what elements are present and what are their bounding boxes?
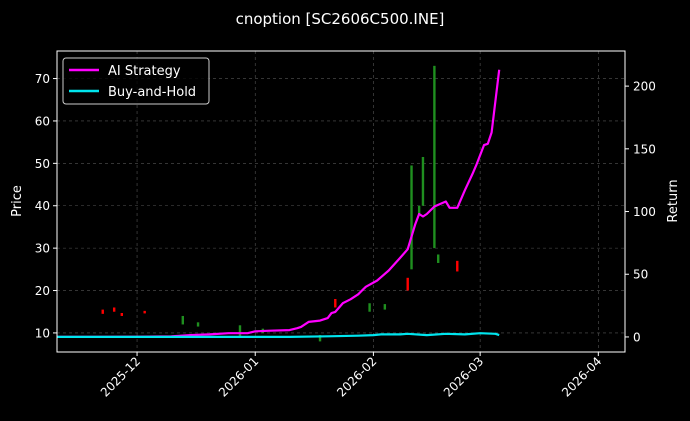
legend-label-buy-and-hold: Buy-and-Hold (108, 85, 196, 100)
candle (383, 304, 387, 310)
legend: AI Strategy Buy-and-Hold (62, 57, 210, 105)
candle (406, 277, 409, 291)
series-lines (57, 69, 501, 338)
chart-title: cnoption [SC2606C500.INE] (236, 10, 445, 28)
line-buy-and-hold (57, 332, 500, 338)
candle (143, 310, 146, 314)
y2-tick-label: 150 (633, 142, 656, 156)
y-tick-label: 30 (35, 242, 50, 256)
legend-label-ai-strategy: AI Strategy (108, 64, 181, 79)
candle (334, 299, 337, 308)
y-tick-label: 60 (35, 114, 50, 128)
y2-tick-label: 50 (633, 268, 648, 282)
y-tick-label: 20 (35, 284, 50, 298)
candle (368, 303, 371, 312)
candle (437, 254, 440, 263)
y-tick-label: 70 (35, 72, 50, 86)
candle (410, 165, 413, 270)
y2-tick-label: 200 (633, 80, 656, 94)
y-tick-label: 40 (35, 199, 50, 213)
candle (120, 312, 124, 316)
y2-axis-label: Return (666, 179, 681, 222)
candle (238, 325, 242, 338)
candle (433, 65, 436, 249)
y-axis-label: Price (10, 185, 25, 217)
plot-frame (56, 50, 626, 353)
candle (421, 156, 425, 206)
candle (196, 322, 200, 327)
line-ai-strategy (57, 69, 501, 338)
y-tick-label: 50 (35, 157, 50, 171)
candle (417, 205, 421, 215)
legend-box (62, 57, 210, 105)
candle (112, 307, 116, 312)
candle (318, 335, 322, 342)
candle (181, 315, 184, 325)
y2-tick-label: 0 (633, 330, 641, 344)
y-tick-label: 10 (35, 326, 50, 340)
y2-tick-label: 100 (633, 205, 656, 219)
candle (456, 260, 459, 272)
candle (101, 309, 104, 314)
